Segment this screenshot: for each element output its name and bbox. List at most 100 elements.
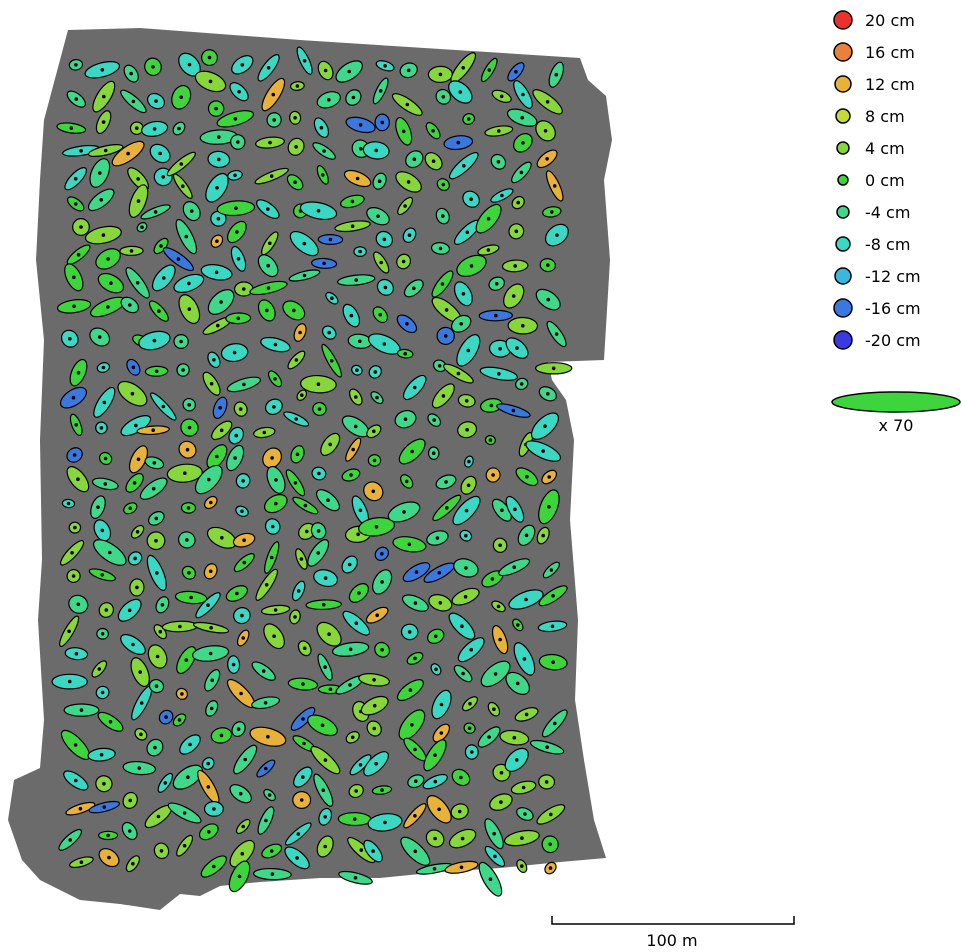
camera-center-dot (272, 405, 276, 409)
camera-center-dot (73, 202, 78, 206)
camera-center-dot (353, 876, 358, 880)
camera-center-dot (187, 307, 192, 311)
camera-center-dot (470, 750, 474, 754)
camera-center-dot (108, 720, 113, 724)
camera-center-dot (138, 670, 142, 674)
camera-center-dot (185, 447, 190, 452)
camera-center-dot (321, 788, 326, 792)
camera-center-dot (552, 184, 557, 188)
legend-entry: 8 cm (835, 107, 905, 126)
camera-center-dot (74, 778, 78, 783)
camera-center-dot (330, 296, 334, 301)
scale-ellipse-label: x 70 (879, 416, 914, 435)
camera-center-dot (101, 120, 106, 124)
camera-center-dot (380, 788, 384, 792)
camera-center-dot (76, 602, 81, 607)
camera-center-dot (327, 98, 331, 102)
legend-label: 12 cm (865, 75, 915, 94)
camera-center-dot (461, 671, 465, 676)
camera-center-dot (239, 691, 243, 696)
camera-center-dot (498, 637, 502, 642)
camera-center-dot (178, 624, 182, 629)
camera-center-dot (74, 423, 78, 427)
camera-center-dot (316, 208, 321, 213)
camera-center-dot (317, 407, 322, 411)
camera-center-dot (378, 312, 383, 317)
camera-center-dot (293, 481, 298, 485)
camera-center-dot (100, 632, 105, 636)
camera-center-dot (179, 95, 183, 100)
camera-center-dot (372, 726, 377, 731)
camera-center-dot (406, 68, 411, 73)
camera-center-dot (329, 358, 334, 363)
camera-center-dot (151, 428, 155, 433)
camera-center-dot (243, 757, 247, 762)
camera-center-dot (274, 501, 278, 506)
camera-center-dot (236, 257, 241, 261)
camera-center-dot (103, 482, 108, 486)
camera-center-dot (356, 532, 360, 537)
camera-center-dot (358, 249, 362, 254)
camera-center-dot (516, 200, 520, 205)
camera-center-dot (459, 775, 463, 780)
legend-swatch (837, 174, 849, 186)
camera-center-dot (433, 836, 437, 841)
camera-center-dot (350, 735, 355, 740)
camera-center-dot (66, 501, 71, 506)
camera-center-dot (353, 424, 358, 429)
camera-center-dot (127, 608, 132, 613)
camera-center-dot (458, 90, 463, 94)
camera-center-dot (154, 684, 159, 688)
camera-center-dot (413, 814, 417, 818)
camera-center-dot (460, 836, 465, 841)
camera-center-dot (433, 779, 438, 784)
camera-center-dot (181, 368, 185, 372)
camera-center-dot (303, 503, 308, 508)
camera-center-dot (209, 625, 213, 630)
camera-center-dot (236, 140, 240, 144)
camera-center-dot (266, 734, 270, 739)
camera-center-dot (463, 594, 468, 599)
legend-label: 4 cm (865, 139, 905, 158)
camera-center-dot (103, 148, 108, 153)
camera-center-dot (215, 186, 219, 190)
camera-center-dot (109, 281, 113, 286)
camera-center-dot (238, 407, 243, 411)
camera-center-dot (215, 454, 219, 459)
camera-center-dot (550, 210, 554, 214)
camera-center-dot (464, 533, 468, 538)
scale-ellipse-group: x 70 (831, 391, 961, 435)
legend-entry: -16 cm (833, 298, 921, 318)
camera-center-dot (492, 707, 496, 711)
camera-center-dot (237, 89, 241, 94)
camera-center-dot (155, 654, 160, 659)
camera-center-dot (72, 304, 76, 309)
legend-swatch (835, 108, 851, 124)
camera-center-dot (410, 449, 415, 454)
camera-center-dot (380, 552, 384, 556)
camera-center-dot (236, 316, 240, 321)
legend-entry: 4 cm (836, 139, 905, 158)
camera-center-dot (464, 508, 469, 513)
camera-center-dot (383, 64, 387, 68)
camera-center-dot (351, 95, 356, 100)
camera-center-dot (488, 438, 493, 442)
camera-center-dot (322, 261, 326, 266)
camera-center-dot (161, 404, 166, 409)
camera-center-dot (524, 533, 529, 538)
camera-center-dot (68, 838, 72, 842)
camera-center-dot (176, 257, 181, 261)
camera-center-dot (103, 456, 108, 461)
camera-center-dot (79, 860, 84, 864)
camera-center-dot (100, 690, 105, 695)
camera-center-dot (97, 667, 102, 671)
legend-label: -4 cm (865, 203, 910, 222)
camera-center-dot (179, 339, 183, 344)
camera-center-dot (545, 100, 550, 104)
camera-center-dot (100, 573, 105, 577)
camera-center-dot (135, 126, 139, 130)
camera-center-dot (67, 629, 71, 634)
camera-center-dot (96, 505, 100, 510)
camera-center-dot (321, 602, 326, 607)
camera-center-dot (264, 818, 268, 823)
